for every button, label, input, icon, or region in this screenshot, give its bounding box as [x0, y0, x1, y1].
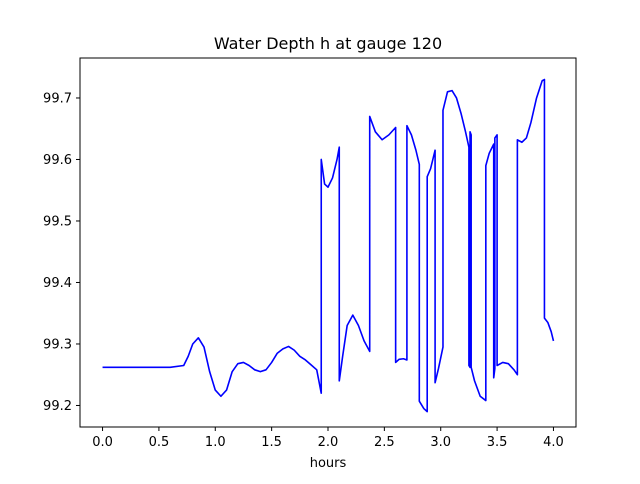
y-tick-label: 99.4: [43, 276, 72, 291]
x-tick-label: 3.5: [487, 435, 508, 450]
x-tick-label: 1.5: [261, 435, 282, 450]
x-tick-label: 4.0: [543, 435, 564, 450]
x-axis-label: hours: [310, 456, 347, 471]
y-tick-label: 99.2: [43, 399, 72, 414]
y-tick-label: 99.5: [43, 214, 72, 229]
y-tick-label: 99.3: [43, 337, 72, 352]
x-tick-label: 2.5: [374, 435, 395, 450]
x-tick-label: 3.0: [430, 435, 451, 450]
chart-title: Water Depth h at gauge 120: [214, 34, 442, 53]
x-axis-ticks: 0.0 0.5 1.0 1.5 2.0 2.5 3.0 3.5 4.0: [92, 427, 564, 450]
x-tick-label: 0.5: [149, 435, 170, 450]
y-tick-label: 99.7: [43, 91, 72, 106]
axes-frame: [79, 57, 577, 428]
x-tick-label: 0.0: [92, 435, 113, 450]
x-tick-label: 2.0: [318, 435, 339, 450]
y-tick-label: 99.6: [43, 153, 72, 168]
plot-area: [102, 78, 555, 413]
y-axis-ticks: 99.2 99.3 99.4 99.5 99.6 99.7: [43, 91, 80, 414]
x-tick-label: 1.0: [205, 435, 226, 450]
series-line-0: [102, 78, 555, 413]
